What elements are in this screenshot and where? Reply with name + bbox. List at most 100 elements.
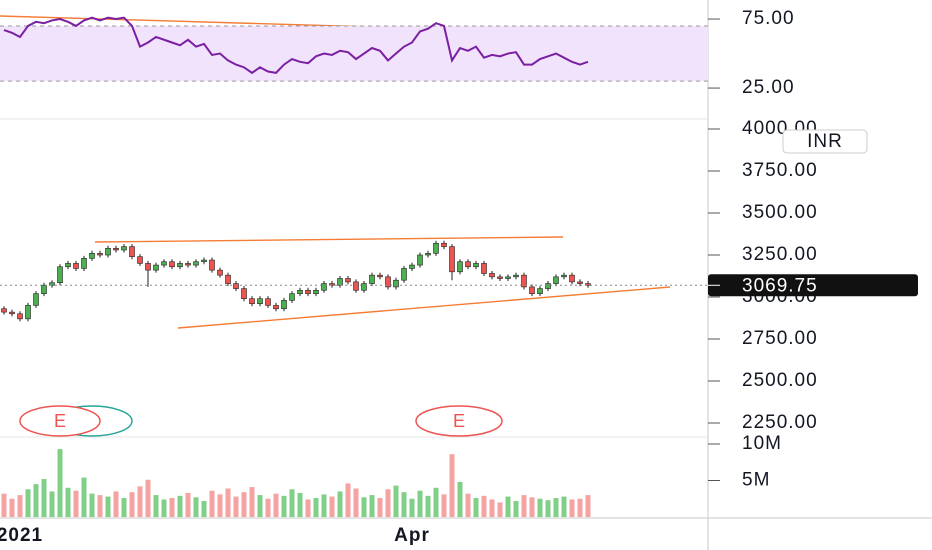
candle-body bbox=[449, 246, 455, 273]
candle-body bbox=[377, 274, 383, 278]
volume-bar bbox=[185, 492, 191, 517]
volume-bar bbox=[505, 496, 511, 517]
volume-bar bbox=[153, 495, 159, 517]
volume-bar bbox=[329, 496, 335, 517]
volume-bar bbox=[225, 488, 231, 517]
candle-body bbox=[425, 253, 431, 256]
y-tick-label: 3500.00 bbox=[742, 202, 818, 223]
volume-bar bbox=[553, 498, 559, 517]
upper-trendline bbox=[94, 236, 564, 243]
candle-body bbox=[385, 276, 391, 288]
volume-bar bbox=[177, 495, 183, 517]
volume-bar bbox=[121, 498, 127, 517]
volume-bar bbox=[33, 484, 39, 517]
candle-body bbox=[57, 266, 63, 284]
candle-body bbox=[529, 286, 535, 294]
volume-bar bbox=[401, 492, 407, 517]
candle-body bbox=[81, 258, 87, 269]
volume-bar bbox=[161, 499, 167, 517]
volume-bar bbox=[289, 489, 295, 517]
candle-body bbox=[433, 242, 439, 254]
volume-bar bbox=[577, 498, 583, 517]
event-badge bbox=[19, 405, 101, 437]
y-tick-label: 3750.00 bbox=[742, 160, 818, 181]
volume-bar bbox=[129, 492, 135, 517]
volume-bar bbox=[321, 494, 327, 517]
candle-body bbox=[505, 276, 511, 279]
volume-bar bbox=[529, 497, 535, 517]
candle-body bbox=[521, 274, 527, 288]
volume-bar bbox=[361, 497, 367, 517]
volume-bar bbox=[425, 495, 431, 517]
candle-body bbox=[33, 293, 39, 306]
volume-bar bbox=[137, 486, 143, 517]
candle-body bbox=[241, 288, 247, 299]
volume-bar bbox=[433, 487, 439, 517]
candle-body bbox=[137, 256, 143, 264]
volume-bar bbox=[337, 491, 343, 517]
candle-body bbox=[249, 298, 255, 305]
candle-body bbox=[457, 261, 463, 273]
volume-bar bbox=[249, 487, 255, 517]
volume-bar bbox=[1, 493, 7, 517]
currency-box bbox=[782, 129, 868, 154]
candle-body bbox=[577, 281, 583, 284]
candle-body bbox=[265, 298, 271, 306]
candle-body bbox=[17, 313, 23, 320]
volume-bar bbox=[97, 495, 103, 517]
candle-body bbox=[121, 246, 127, 251]
volume-bar bbox=[377, 498, 383, 517]
volume-bar bbox=[297, 492, 303, 517]
y-tick-label: 3250.00 bbox=[742, 244, 818, 265]
candle-body bbox=[9, 311, 15, 315]
volume-bar bbox=[145, 479, 151, 517]
candle-body bbox=[345, 278, 351, 283]
volume-bar bbox=[545, 500, 551, 517]
event-label: E bbox=[453, 411, 465, 431]
y-tick-label: 2500.00 bbox=[742, 370, 818, 391]
candle-body bbox=[297, 289, 303, 294]
last-price-tag bbox=[708, 274, 918, 297]
volume-bar bbox=[441, 494, 447, 517]
candle-body bbox=[281, 300, 287, 310]
volume-bar bbox=[417, 490, 423, 517]
candle-body bbox=[289, 293, 295, 301]
volume-bar bbox=[473, 498, 479, 517]
volume-bar bbox=[449, 454, 455, 517]
candle-body bbox=[185, 263, 191, 266]
volume-bar bbox=[89, 493, 95, 517]
candle-body bbox=[225, 274, 231, 284]
volume-bar bbox=[385, 489, 391, 517]
candle-body bbox=[481, 263, 487, 274]
lower-trendline bbox=[177, 286, 671, 329]
candle-body bbox=[177, 263, 183, 268]
volume-bar bbox=[369, 495, 375, 517]
candle-body bbox=[553, 276, 559, 284]
y-tick-label: 2750.00 bbox=[742, 328, 818, 349]
volume-bar bbox=[513, 500, 519, 517]
candle-body bbox=[441, 242, 447, 247]
volume-bar bbox=[393, 485, 399, 517]
volume-bar bbox=[57, 449, 63, 517]
x-tick-label: 2021 bbox=[0, 525, 43, 546]
volume-bar bbox=[233, 496, 239, 517]
candle-body bbox=[217, 269, 223, 276]
candle-body bbox=[585, 283, 591, 286]
candle-body bbox=[209, 259, 215, 271]
y-tick-label: 10M bbox=[742, 433, 782, 454]
volume-bar bbox=[313, 498, 319, 517]
candle-body bbox=[417, 254, 423, 266]
candle-body bbox=[545, 283, 551, 289]
candle-body bbox=[169, 261, 175, 268]
volume-bar bbox=[537, 498, 543, 517]
y-tick-label: 75.00 bbox=[742, 8, 795, 29]
volume-bar bbox=[17, 495, 23, 517]
volume-bar bbox=[81, 477, 87, 517]
candle-body bbox=[353, 281, 359, 291]
candle-body bbox=[465, 261, 471, 268]
last-price-label: 3069.75 bbox=[742, 275, 818, 296]
candle-body bbox=[369, 274, 375, 284]
volume-bar bbox=[169, 498, 175, 517]
candle-body bbox=[73, 263, 79, 269]
